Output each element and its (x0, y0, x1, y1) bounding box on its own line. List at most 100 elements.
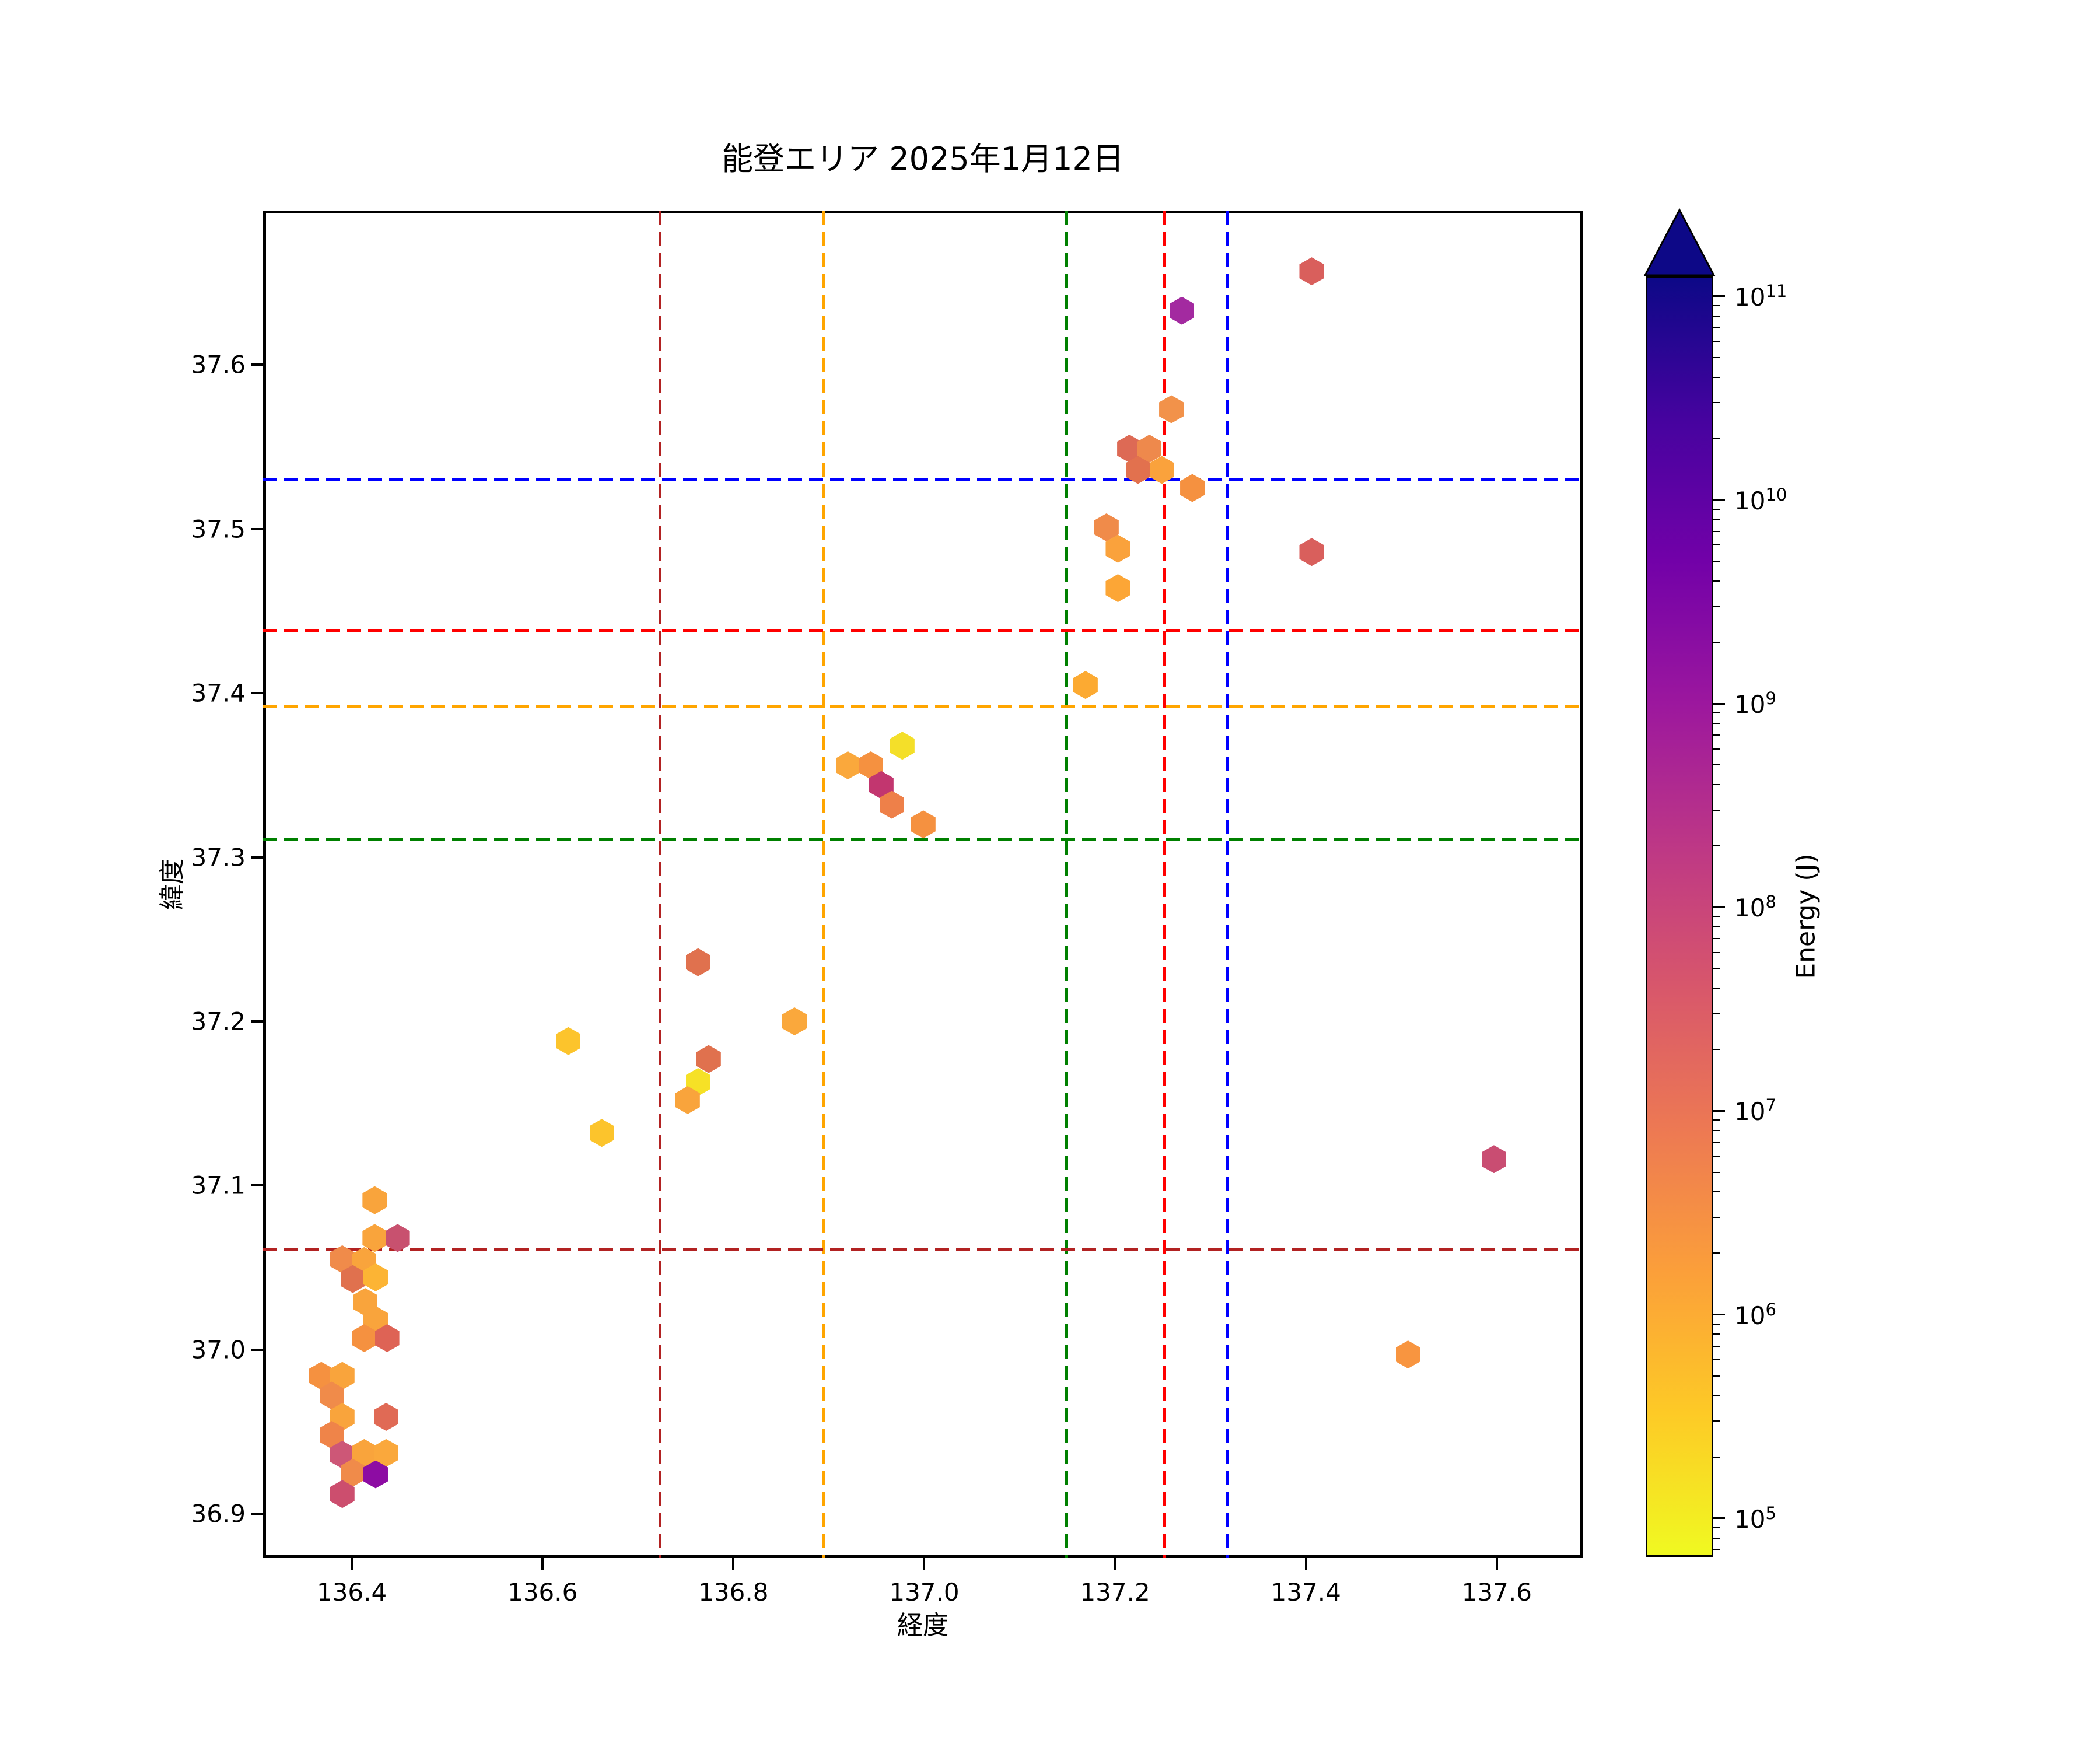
x-tick-mark (1495, 1558, 1498, 1570)
plot-area (263, 211, 1583, 1558)
chart-title: 能登エリア 2025年1月12日 (722, 141, 1124, 177)
colorbar-minor-tick-mark (1713, 402, 1720, 404)
y-tick-label: 37.4 (191, 678, 246, 708)
hexagon-point (1105, 574, 1130, 603)
colorbar-minor-tick-mark (1713, 580, 1720, 582)
green-hline (263, 838, 1583, 841)
hexagon-point (782, 1007, 807, 1035)
colorbar-minor-tick-mark (1713, 784, 1720, 786)
hexagon-point (362, 1186, 387, 1214)
hexagon-point (685, 948, 710, 977)
x-tick-label: 137.4 (1270, 1578, 1341, 1606)
colorbar-minor-tick-mark (1713, 1537, 1720, 1539)
colorbar-gradient (1646, 276, 1713, 1557)
colorbar-minor-tick-mark (1713, 531, 1720, 533)
hexagon-point (1481, 1145, 1506, 1174)
colorbar-minor-tick-mark (1713, 544, 1720, 546)
hexagon-point (890, 732, 915, 760)
colorbar-minor-tick-mark (1713, 1456, 1720, 1458)
x-tick-mark (1114, 1558, 1116, 1570)
hexagon-point (696, 1045, 721, 1073)
hexagon-point (1299, 538, 1324, 566)
red-hline (263, 629, 1583, 632)
hexagon-point (362, 1224, 387, 1252)
colorbar-minor-tick-mark (1713, 809, 1720, 811)
y-tick-label: 37.6 (191, 350, 246, 379)
colorbar-minor-tick-mark (1713, 509, 1720, 510)
colorbar-tick-mark (1713, 1314, 1725, 1316)
y-axis-label: 緯度 (158, 859, 187, 910)
hexagon-point (1149, 456, 1174, 484)
hexagon-point (352, 1324, 377, 1352)
y-tick-label: 37.3 (191, 843, 246, 872)
colorbar-minor-tick-mark (1713, 561, 1720, 562)
colorbar-minor-tick-mark (1713, 1549, 1720, 1550)
colorbar-minor-tick-mark (1713, 1395, 1720, 1396)
colorbar-minor-tick-mark (1713, 1527, 1720, 1528)
y-tick-label: 36.9 (191, 1499, 246, 1528)
colorbar-minor-tick-mark (1713, 712, 1720, 714)
x-tick-label: 136.8 (698, 1578, 769, 1606)
hexagon-point (373, 1403, 398, 1432)
colorbar-minor-tick-mark (1713, 764, 1720, 766)
colorbar-minor-tick-mark (1713, 1171, 1720, 1173)
darkred-hline (263, 1248, 1583, 1251)
y-tick-mark (251, 1513, 263, 1516)
colorbar-minor-tick-mark (1713, 845, 1720, 847)
colorbar-minor-tick-mark (1713, 1323, 1720, 1325)
hexagon-point (363, 1263, 388, 1292)
orange-hline (263, 705, 1583, 708)
hexagon-point (1299, 257, 1324, 286)
y-tick-mark (251, 1020, 263, 1023)
y-tick-mark (251, 527, 263, 530)
hexagon-point (879, 790, 904, 819)
colorbar-minor-tick-mark (1713, 1252, 1720, 1254)
colorbar-minor-tick-mark (1713, 1375, 1720, 1377)
colorbar-minor-tick-mark (1713, 988, 1720, 989)
colorbar-minor-tick-mark (1713, 315, 1720, 317)
colorbar-minor-tick-mark (1713, 438, 1720, 439)
y-tick-mark (251, 692, 263, 695)
blue-hline (263, 478, 1583, 481)
hexagon-point (675, 1086, 700, 1114)
y-tick-label: 37.5 (191, 514, 246, 544)
colorbar-minor-tick-mark (1713, 1049, 1720, 1051)
colorbar-tick-mark (1713, 1110, 1725, 1112)
hexagon-point (911, 810, 936, 839)
colorbar-minor-tick-mark (1713, 1130, 1720, 1132)
orange-vline (821, 211, 825, 1558)
colorbar-minor-tick-mark (1713, 304, 1720, 306)
colorbar-minor-tick-mark (1713, 951, 1720, 953)
colorbar-minor-tick-mark (1713, 734, 1720, 736)
y-tick-mark (251, 856, 263, 859)
colorbar-minor-tick-mark (1713, 968, 1720, 970)
x-tick-label: 137.6 (1461, 1578, 1532, 1606)
x-axis-label: 経度 (897, 1611, 949, 1640)
hexagon-point (385, 1224, 410, 1252)
hexagon-point (1170, 296, 1195, 325)
colorbar-minor-tick-mark (1713, 1216, 1720, 1218)
y-tick-mark (251, 1348, 263, 1351)
colorbar-minor-tick-mark (1713, 341, 1720, 342)
x-tick-mark (923, 1558, 926, 1570)
hexagon-point (340, 1265, 365, 1293)
colorbar-tick-mark (1713, 499, 1725, 501)
x-tick-mark (351, 1558, 354, 1570)
hexagon-point (363, 1460, 388, 1489)
blue-vline (1226, 211, 1230, 1558)
colorbar-minor-tick-mark (1713, 376, 1720, 378)
hexagon-point (835, 751, 860, 779)
colorbar-minor-tick-mark (1713, 1142, 1720, 1143)
colorbar-minor-tick-mark (1713, 1013, 1720, 1014)
colorbar-minor-tick-mark (1713, 1155, 1720, 1157)
colorbar-minor-tick-mark (1713, 722, 1720, 724)
colorbar-minor-tick-mark (1713, 1345, 1720, 1347)
hexagon-point (1105, 534, 1130, 563)
hexagon-point (1125, 456, 1150, 484)
colorbar-extend-arrow (1643, 208, 1716, 276)
colorbar-minor-tick-mark (1713, 606, 1720, 607)
y-tick-label: 37.0 (191, 1335, 246, 1364)
colorbar-tick-label: 1011 (1734, 281, 1787, 312)
colorbar-minor-tick-mark (1713, 748, 1720, 750)
y-tick-label: 37.1 (191, 1171, 246, 1200)
